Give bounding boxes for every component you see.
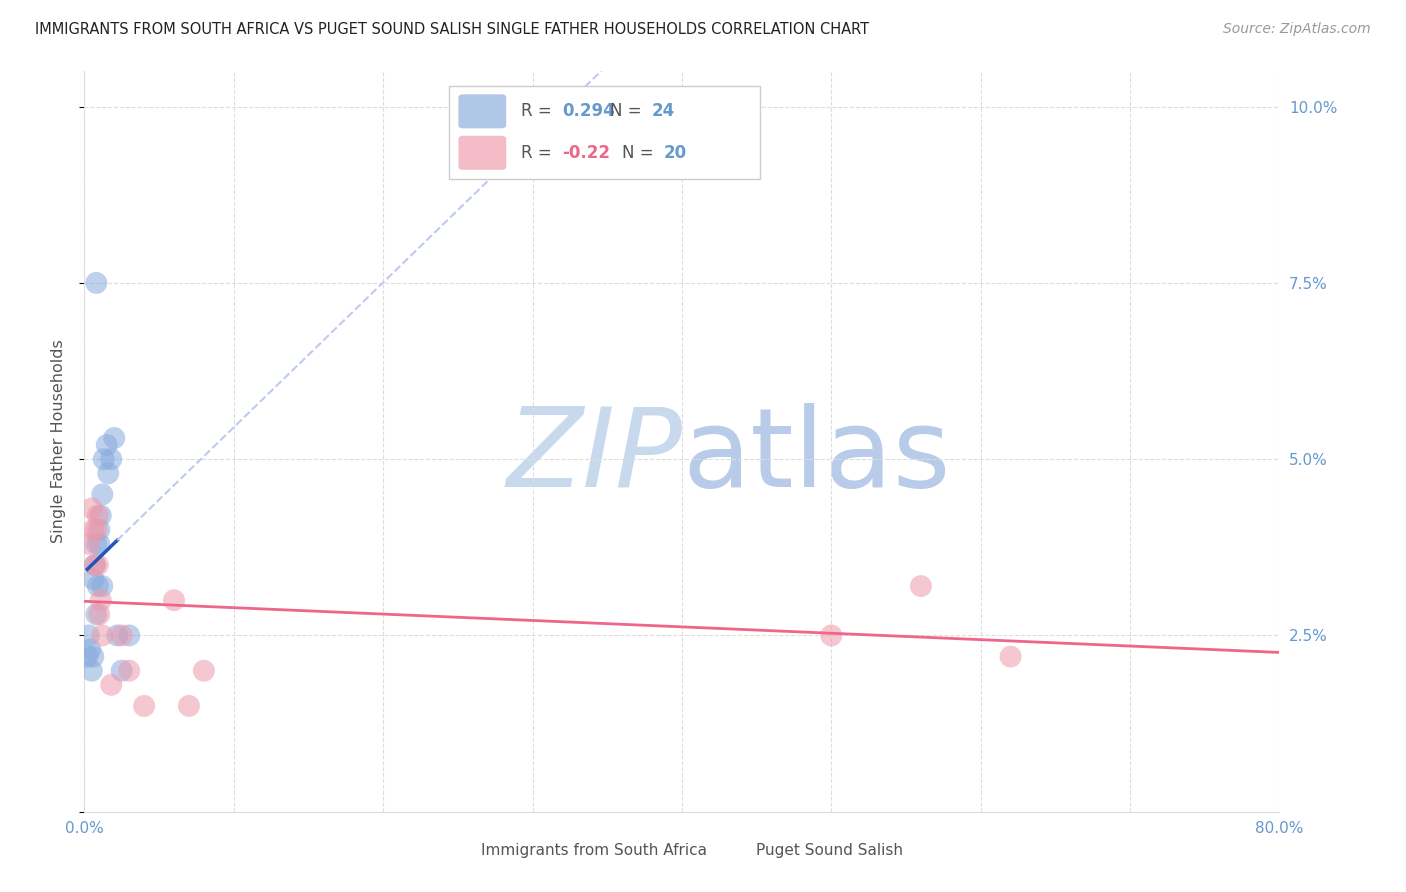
Point <box>100 678 122 692</box>
FancyBboxPatch shape <box>458 95 506 128</box>
Point <box>87 558 110 572</box>
Point <box>89 537 111 551</box>
Point <box>910 579 932 593</box>
Point <box>100 452 122 467</box>
Point <box>89 607 111 622</box>
Point <box>86 523 108 537</box>
Text: N =: N = <box>610 103 647 120</box>
Point <box>1000 649 1022 664</box>
Point <box>820 628 842 642</box>
Point <box>86 537 108 551</box>
Text: R =: R = <box>520 144 557 161</box>
Point <box>82 572 104 586</box>
FancyBboxPatch shape <box>432 835 478 866</box>
Point <box>111 628 134 642</box>
Point <box>96 438 118 452</box>
Text: 20: 20 <box>664 144 688 161</box>
Text: 0.294: 0.294 <box>562 103 616 120</box>
Point <box>82 523 104 537</box>
Point <box>86 276 108 290</box>
FancyBboxPatch shape <box>449 87 759 178</box>
Point <box>97 467 120 481</box>
Point <box>193 664 215 678</box>
Point <box>87 579 110 593</box>
Text: 24: 24 <box>652 103 675 120</box>
Text: Source: ZipAtlas.com: Source: ZipAtlas.com <box>1223 22 1371 37</box>
Point <box>80 501 103 516</box>
Point <box>177 698 200 713</box>
Point <box>90 593 112 607</box>
Point <box>79 642 101 657</box>
Point <box>91 487 114 501</box>
FancyBboxPatch shape <box>707 835 752 866</box>
Point <box>93 452 115 467</box>
Point <box>87 508 110 523</box>
Point <box>91 579 114 593</box>
Text: Immigrants from South Africa: Immigrants from South Africa <box>481 843 707 858</box>
Y-axis label: Single Father Households: Single Father Households <box>51 340 66 543</box>
Text: N =: N = <box>623 144 659 161</box>
Point <box>105 628 128 642</box>
Text: ZIP: ZIP <box>506 403 682 510</box>
Point <box>111 664 134 678</box>
Point <box>80 664 103 678</box>
Point <box>83 558 105 572</box>
Point <box>76 649 98 664</box>
Point <box>86 607 108 622</box>
Point <box>77 537 100 551</box>
Point <box>163 593 186 607</box>
Point <box>83 558 105 572</box>
Point <box>90 508 112 523</box>
Point <box>89 523 111 537</box>
Point <box>118 628 141 642</box>
Text: R =: R = <box>520 103 557 120</box>
Point <box>77 628 100 642</box>
Point <box>82 649 104 664</box>
FancyBboxPatch shape <box>458 136 506 169</box>
Text: -0.22: -0.22 <box>562 144 610 161</box>
Point <box>118 664 141 678</box>
Point <box>91 628 114 642</box>
Text: atlas: atlas <box>682 403 950 510</box>
Text: Puget Sound Salish: Puget Sound Salish <box>756 843 903 858</box>
Text: IMMIGRANTS FROM SOUTH AFRICA VS PUGET SOUND SALISH SINGLE FATHER HOUSEHOLDS CORR: IMMIGRANTS FROM SOUTH AFRICA VS PUGET SO… <box>35 22 869 37</box>
Point <box>132 698 156 713</box>
Point <box>103 431 125 445</box>
